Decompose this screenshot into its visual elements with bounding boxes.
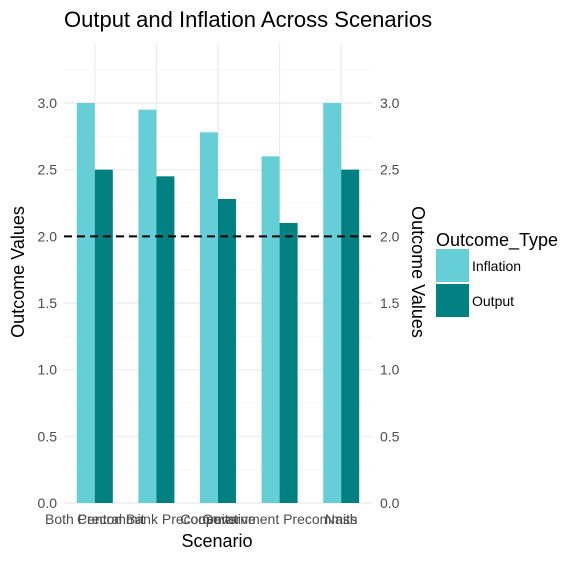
x-tick-label: Cooperative — [180, 511, 256, 527]
bar-inflation-3 — [261, 156, 280, 504]
legend-label-output: Output — [472, 293, 514, 309]
y-tick-label-right: 0.0 — [380, 495, 400, 511]
y-axis-title-right: Outcome Values — [408, 206, 428, 338]
y-tick-label-left: 0.0 — [38, 495, 58, 511]
legend-label-inflation: Inflation — [472, 258, 521, 274]
y-tick-label-right: 2.0 — [380, 228, 400, 244]
chart-title: Output and Inflation Across Scenarios — [64, 7, 432, 32]
x-axis-title: Scenario — [181, 531, 252, 551]
bar-output-2 — [218, 199, 236, 503]
y-tick-label-left: 1.5 — [38, 295, 58, 311]
legend: Outcome_Type Inflation Output — [436, 230, 558, 317]
y-tick-label-right: 3.0 — [380, 95, 400, 111]
bar-inflation-2 — [200, 132, 218, 504]
y-tick-label-right: 1.0 — [380, 362, 400, 378]
y-axis-title-left: Outcome Values — [8, 206, 28, 338]
legend-title: Outcome_Type — [436, 230, 558, 251]
y-tick-label-left: 3.0 — [38, 95, 58, 111]
y-tick-label-left: 2.5 — [38, 162, 58, 178]
x-tick-label: Both Precommit — [45, 511, 145, 527]
x-tick-label: Central Bank Precommits — [77, 511, 236, 527]
bar-inflation-4 — [323, 103, 342, 503]
legend-key-output — [436, 284, 469, 317]
y-tick-label-left: 0.5 — [38, 428, 58, 444]
y-tick-label-right: 2.5 — [380, 162, 400, 178]
bars — [76, 103, 360, 504]
bar-output-4 — [341, 169, 360, 503]
y-tick-label-right: 0.5 — [380, 428, 400, 444]
bar-inflation-1 — [138, 109, 157, 504]
x-tick-label: Government Precommits — [202, 511, 357, 527]
bar-inflation-0 — [76, 103, 95, 503]
x-tick-label: Nash — [325, 511, 358, 527]
legend-key-inflation — [436, 249, 469, 282]
y-axis-right: 0.0 0.5 1.0 1.5 2.0 2.5 3.0 — [380, 95, 400, 511]
y-tick-label-right: 1.5 — [380, 295, 400, 311]
y-axis-left: 0.0 0.5 1.0 1.5 2.0 2.5 3.0 — [38, 95, 58, 511]
y-tick-label-left: 1.0 — [38, 362, 58, 378]
bar-output-0 — [94, 169, 113, 503]
bar-output-3 — [279, 223, 298, 503]
y-tick-label-left: 2.0 — [38, 228, 58, 244]
bar-output-1 — [156, 176, 175, 504]
